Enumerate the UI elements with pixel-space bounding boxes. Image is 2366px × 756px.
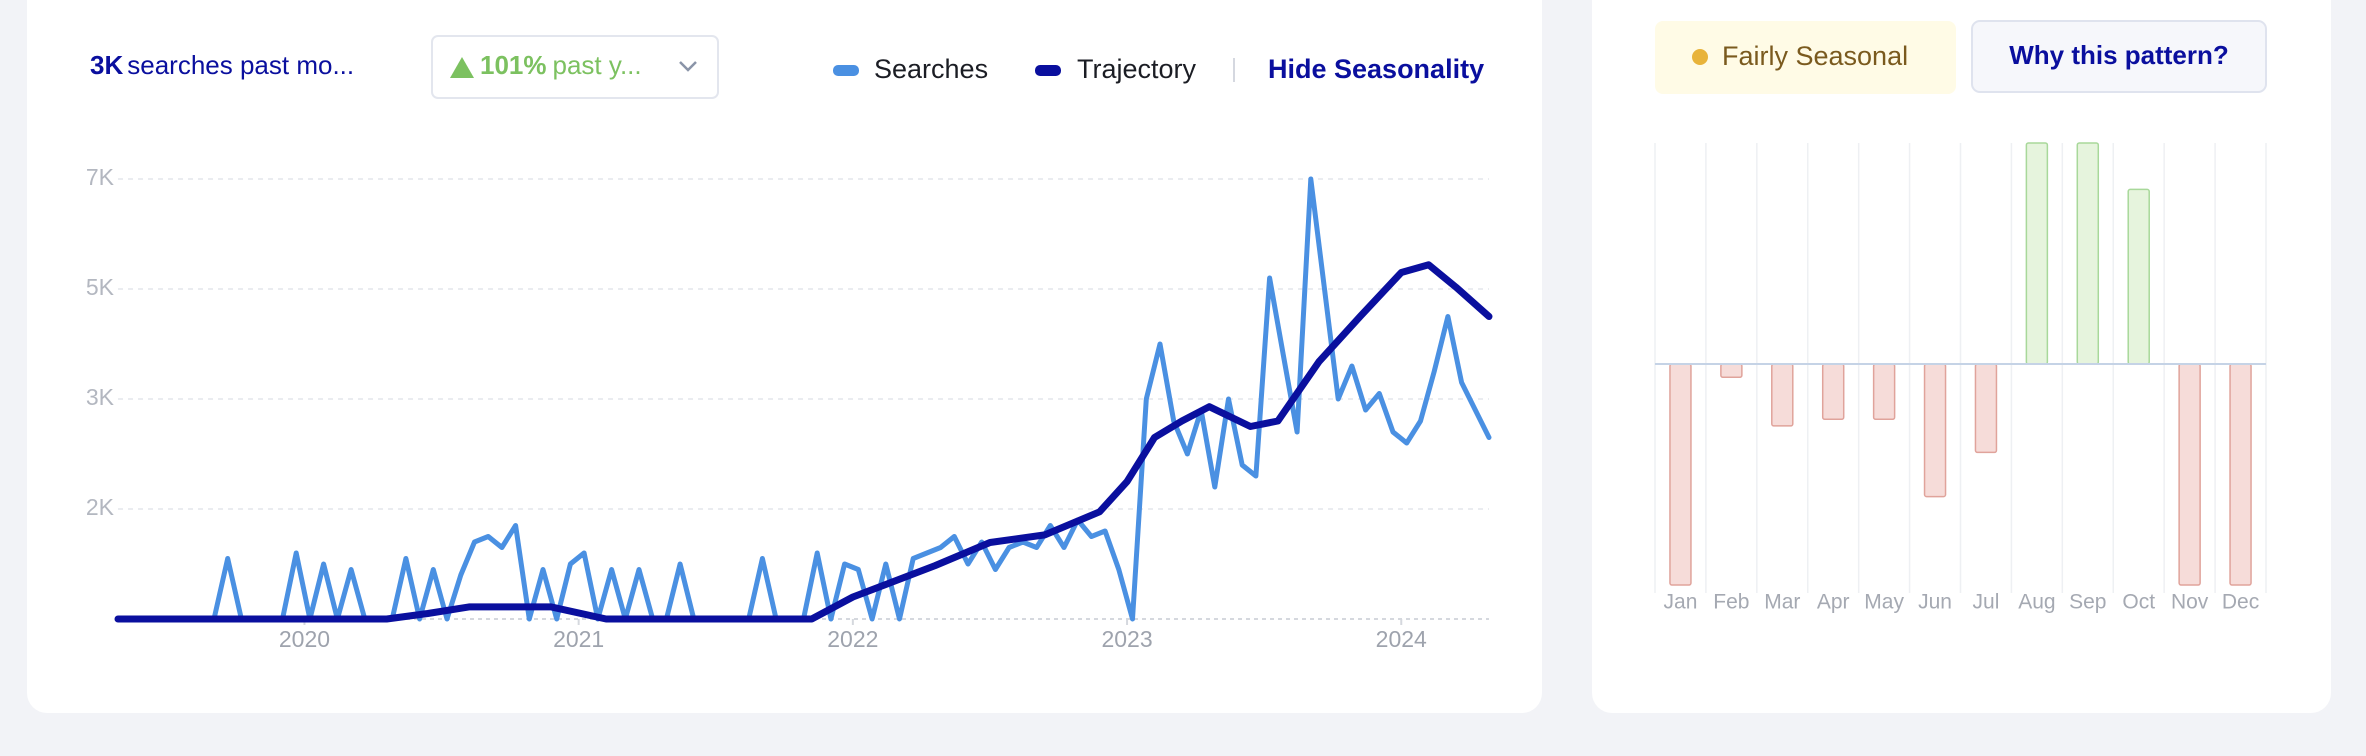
season-bar bbox=[2229, 363, 2252, 586]
season-bar bbox=[1872, 363, 1896, 420]
x-tick-label: 2024 bbox=[1376, 626, 1427, 652]
month-label: Oct bbox=[2122, 591, 2155, 614]
searches-text: searches past mo... bbox=[127, 50, 354, 80]
month-label: Dec bbox=[2222, 591, 2259, 614]
x-tick-label: 2022 bbox=[827, 626, 878, 652]
growth-summary: 101% past y... bbox=[480, 50, 642, 80]
season-bar bbox=[1771, 363, 1794, 427]
season-bar bbox=[2178, 363, 2201, 586]
seasonality-card bbox=[1592, 0, 2331, 713]
season-bar bbox=[2025, 142, 2049, 365]
season-bar bbox=[1669, 363, 1692, 586]
growth-dropdown[interactable] bbox=[431, 35, 719, 99]
series-line bbox=[114, 261, 1493, 623]
seasonal-badge bbox=[1655, 21, 1956, 94]
badge-dot bbox=[1692, 49, 1708, 65]
x-tick-label: 2023 bbox=[1101, 626, 1152, 652]
x-tick-label: 2021 bbox=[553, 626, 604, 652]
season-bar bbox=[1923, 363, 1947, 498]
y-tick-label: 5K bbox=[86, 274, 115, 300]
month-label: May bbox=[1864, 591, 1904, 614]
month-label: Apr bbox=[1817, 591, 1850, 614]
growth-text: past y... bbox=[553, 50, 642, 80]
growth-value: 101% bbox=[480, 50, 547, 80]
month-label: Sep bbox=[2069, 591, 2106, 614]
season-bar bbox=[1974, 363, 1998, 454]
season-bar bbox=[2076, 142, 2100, 365]
month-label: Jan bbox=[1664, 591, 1698, 614]
month-label: Aug bbox=[2018, 591, 2055, 614]
legend-marker bbox=[1035, 65, 1061, 76]
trend-chart: 2K 3K 5K 7K 2020 2021 2022 2023 2024 bbox=[86, 164, 1493, 652]
y-tick-label: 7K bbox=[86, 164, 115, 190]
why-button[interactable] bbox=[1971, 20, 2267, 93]
legend: Searches Trajectory bbox=[833, 54, 1197, 84]
searches-value: 3K bbox=[90, 50, 123, 80]
month-label: Nov bbox=[2171, 591, 2209, 614]
hide-seasonality[interactable]: Hide Seasonality bbox=[1268, 54, 1484, 84]
season-bar bbox=[1720, 363, 1743, 379]
dropdown-chevron bbox=[679, 61, 697, 72]
seasonality-chart: Jan Feb Mar Apr May Jun Jul Aug Sep Oct Nov Dec bbox=[1654, 142, 2267, 614]
legend-label: Trajectory bbox=[1077, 54, 1197, 84]
month-label: Mar bbox=[1764, 591, 1800, 614]
y-tick-label: 3K bbox=[86, 384, 115, 410]
y-tick-label: 2K bbox=[86, 494, 115, 520]
x-tick-label: 2020 bbox=[279, 626, 330, 652]
season-bar bbox=[1821, 363, 1845, 420]
legend-label: Searches bbox=[874, 54, 988, 84]
growth-arrow bbox=[450, 57, 474, 78]
searches-summary[interactable]: 3K searches past mo... bbox=[90, 50, 354, 80]
month-label: Jul bbox=[1973, 591, 2000, 614]
trend-card bbox=[27, 0, 1542, 713]
badge-text: Fairly Seasonal bbox=[1722, 41, 1908, 71]
month-label: Feb bbox=[1713, 591, 1749, 614]
why-button-label: Why this pattern? bbox=[2009, 40, 2229, 70]
season-bar bbox=[2127, 188, 2150, 365]
legend-marker bbox=[833, 65, 859, 76]
month-label: Jun bbox=[1918, 591, 1952, 614]
